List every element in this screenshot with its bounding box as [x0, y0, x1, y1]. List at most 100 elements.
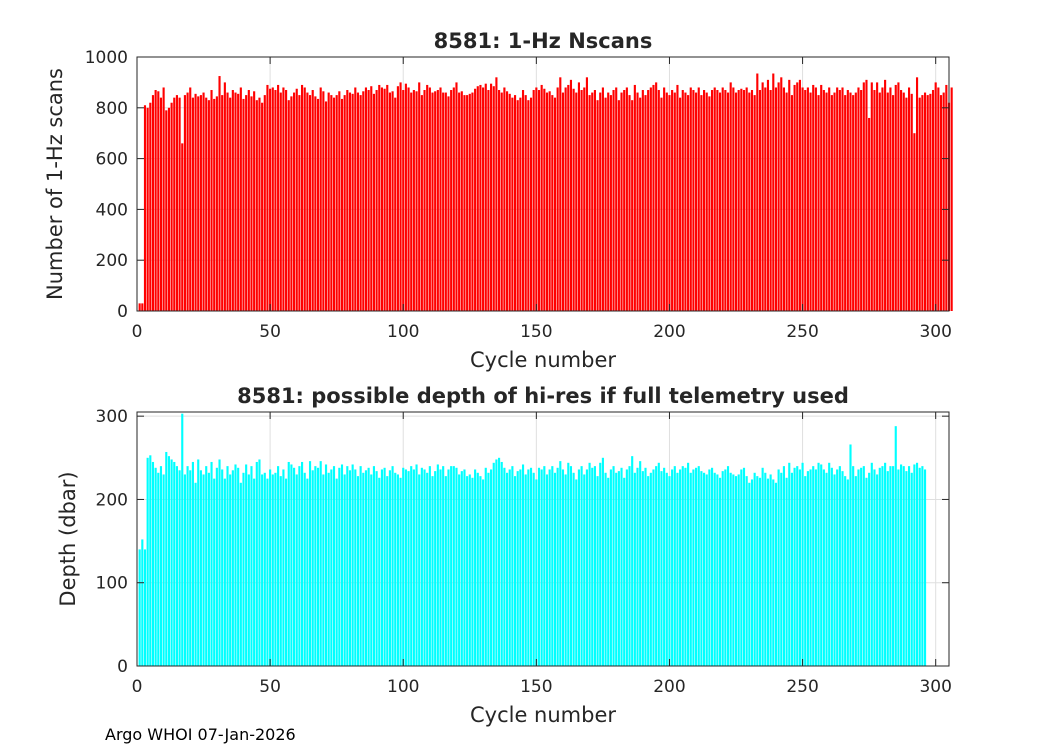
bar: [415, 464, 418, 666]
bar: [540, 84, 543, 311]
bar: [404, 469, 407, 666]
bar: [737, 90, 740, 312]
bar: [327, 472, 330, 666]
bar: [181, 143, 184, 311]
bar: [500, 92, 503, 311]
bar: [553, 472, 557, 666]
bar: [290, 464, 293, 666]
bar: [500, 461, 503, 666]
bar: [226, 466, 229, 666]
bar: [833, 92, 836, 311]
bar: [330, 469, 333, 666]
bar: [604, 97, 607, 311]
bar: [418, 82, 421, 312]
bar: [668, 95, 671, 311]
bar: [644, 467, 647, 666]
bar: [436, 90, 439, 312]
bar: [439, 87, 442, 311]
bar: [455, 82, 458, 312]
bar: [239, 482, 242, 666]
bar: [591, 467, 594, 666]
bar: [327, 92, 330, 311]
bar: [346, 466, 349, 666]
bar: [668, 476, 671, 666]
bar: [455, 467, 458, 666]
bar: [250, 96, 253, 312]
bar: [620, 467, 623, 666]
bar: [175, 95, 178, 311]
bar: [428, 87, 431, 311]
bar: [282, 87, 285, 311]
bar: [804, 476, 807, 666]
bar: [165, 451, 168, 666]
bar: [516, 471, 519, 666]
bar: [758, 90, 762, 312]
bar: [599, 92, 602, 311]
bar: [612, 90, 615, 312]
bar: [474, 88, 477, 311]
bar: [561, 92, 565, 311]
bar: [194, 93, 197, 311]
bar: [852, 95, 855, 311]
bar: [726, 466, 730, 666]
bar: [884, 79, 887, 311]
bar: [226, 92, 229, 311]
x-axis-label: Cycle number: [470, 703, 616, 727]
bar: [149, 455, 152, 666]
bar: [319, 461, 322, 666]
bar: [748, 92, 751, 311]
bar: [223, 82, 226, 312]
chart-1: 0 50 100 150 200 250 300 0 200 400 600 800 1000 8581:…: [43, 29, 953, 372]
bar: [476, 86, 479, 312]
bar: [364, 470, 368, 666]
bar: [173, 461, 176, 666]
bar: [210, 461, 213, 666]
y-axis-label: Depth (dbar): [56, 471, 80, 606]
bar: [529, 97, 533, 311]
bar: [915, 77, 919, 311]
bar: [601, 87, 604, 311]
bar: [838, 466, 841, 666]
bar: [253, 478, 256, 666]
bar: [484, 467, 487, 666]
x-tick-label: 150: [520, 677, 552, 697]
footer-credit: Argo WHOI 07-Jan-2026: [105, 725, 296, 744]
bar: [513, 95, 517, 311]
bar: [673, 92, 676, 311]
bar: [862, 466, 865, 666]
bar: [865, 477, 868, 666]
bar: [442, 466, 445, 666]
bar: [189, 470, 192, 666]
bar: [364, 87, 368, 311]
bar: [149, 102, 152, 311]
bar: [910, 472, 913, 666]
bar: [689, 472, 692, 666]
x-tick-label: 50: [259, 322, 281, 342]
bar: [601, 457, 604, 666]
bar: [902, 92, 905, 311]
bar: [860, 90, 863, 312]
bar: [703, 90, 706, 312]
bar: [796, 82, 799, 312]
bar: [905, 471, 908, 666]
bar: [183, 474, 186, 666]
bar: [676, 84, 679, 311]
bar: [820, 84, 823, 311]
bar: [913, 464, 916, 666]
bar: [931, 90, 935, 312]
bar: [277, 84, 280, 311]
bar: [593, 466, 596, 666]
bar: [652, 84, 655, 311]
bar: [854, 476, 857, 666]
bar: [543, 88, 546, 311]
bar: [892, 95, 895, 311]
bar: [596, 100, 599, 312]
bar: [479, 476, 482, 666]
bar: [330, 95, 333, 311]
bar: [383, 88, 386, 311]
bar: [362, 472, 365, 666]
bar: [157, 472, 160, 666]
bar: [724, 469, 727, 666]
bar: [391, 466, 394, 666]
bar: [498, 90, 501, 312]
